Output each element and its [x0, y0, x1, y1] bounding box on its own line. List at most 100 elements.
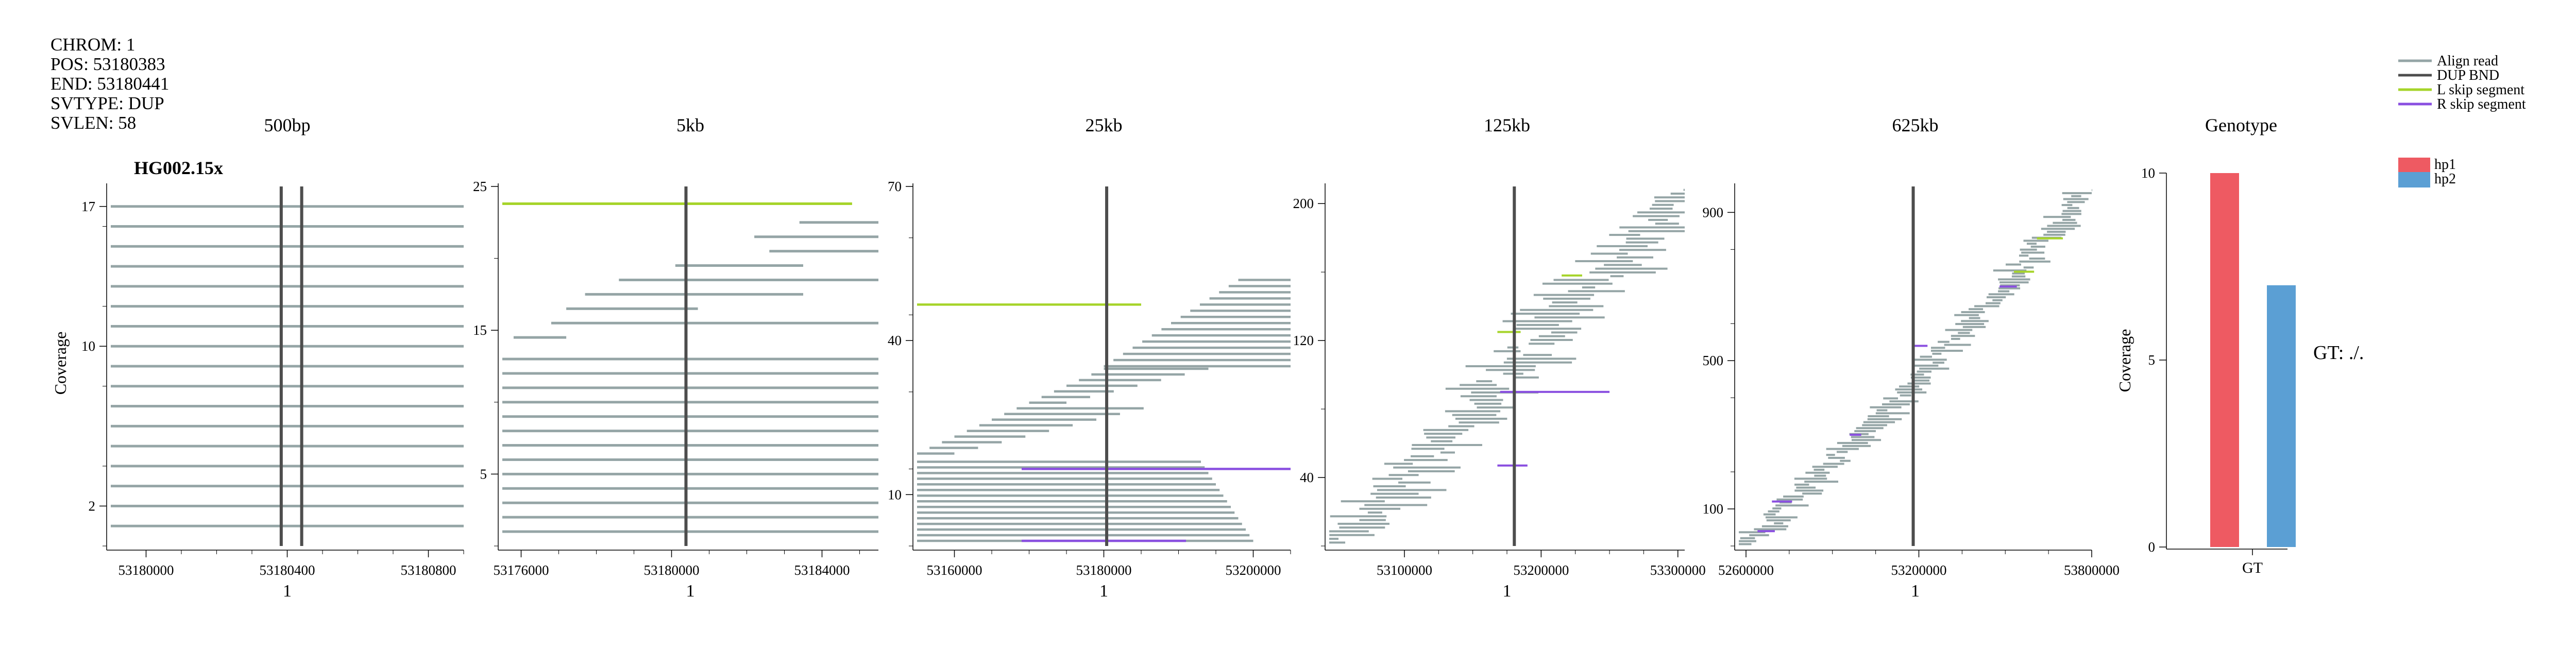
- panel-625kb: 625kb 100 500 900 52600000 53200000 53800000 1: [1703, 115, 2120, 601]
- l-skip-segment: [917, 303, 1141, 306]
- align-read: [1228, 285, 1291, 287]
- align-read: [1802, 492, 1822, 495]
- r-skip-segment: [1497, 464, 1528, 467]
- align-read: [1772, 507, 1782, 510]
- r-skip-segment: [1500, 390, 1610, 393]
- align-read: [1364, 504, 1428, 506]
- align-read: [2047, 225, 2081, 227]
- align-read: [1826, 448, 1859, 450]
- align-read: [2026, 243, 2037, 245]
- x-axis-label: 1: [686, 582, 695, 601]
- align-read: [111, 225, 464, 228]
- align-read: [1637, 211, 1685, 214]
- align-read: [1823, 463, 1844, 465]
- align-read: [799, 221, 878, 224]
- align-read: [1805, 471, 1830, 474]
- align-read: [1655, 223, 1679, 225]
- align-read: [2019, 254, 2029, 257]
- align-read: [2021, 251, 2045, 254]
- align-read: [917, 505, 1231, 508]
- align-read: [2071, 195, 2081, 197]
- align-read: [502, 401, 878, 404]
- align-read: [1459, 421, 1499, 424]
- align-read: [111, 285, 464, 288]
- align-read: [1589, 271, 1656, 274]
- align-read: [1776, 498, 1803, 501]
- x-tick-label: 53200000: [1513, 562, 1569, 578]
- reads: [917, 279, 1291, 542]
- align-read: [2067, 201, 2085, 203]
- align-read: [1917, 370, 1932, 373]
- align-read: [1933, 362, 1944, 364]
- align-read: [1856, 427, 1884, 430]
- align-read: [1469, 399, 1503, 401]
- x-tick-label: GT: [2242, 559, 2263, 576]
- align-read: [1209, 297, 1291, 300]
- align-read: [1529, 343, 1555, 345]
- align-read: [1774, 522, 1784, 524]
- x-tick-label: 53180000: [1076, 562, 1132, 578]
- align-read: [1549, 305, 1604, 308]
- y-axis-label: Coverage: [51, 332, 70, 395]
- y-tick-label: 5: [480, 466, 487, 482]
- align-read: [619, 278, 878, 281]
- align-read: [111, 345, 464, 348]
- align-read: [1339, 526, 1385, 529]
- align-read: [1969, 308, 1984, 311]
- align-read: [979, 424, 1073, 426]
- align-read: [1951, 335, 1975, 337]
- align-read: [1626, 237, 1665, 240]
- align-read: [2061, 213, 2081, 215]
- align-read: [1804, 481, 1839, 483]
- align-read: [111, 385, 464, 388]
- align-read: [1768, 510, 1780, 513]
- hp2-bar: [2267, 285, 2296, 547]
- align-read: [1151, 334, 1291, 337]
- x-tick-label: 53180000: [644, 562, 700, 578]
- align-read: [1552, 301, 1578, 304]
- align-read: [551, 321, 878, 324]
- align-read: [1199, 303, 1291, 306]
- align-read: [1870, 406, 1902, 408]
- align-read: [1938, 340, 1950, 343]
- l-skip-segment: [502, 202, 852, 206]
- align-read: [992, 418, 1096, 421]
- y-tick-label: 40: [888, 333, 902, 348]
- x-tick-label: 53100000: [1377, 562, 1432, 578]
- align-read: [1004, 413, 1120, 415]
- align-read: [2053, 221, 2077, 224]
- l-skip-segment: [2014, 270, 2035, 273]
- info-svtype: SVTYPE: DUP: [50, 93, 164, 113]
- align-read: [2062, 218, 2076, 221]
- align-read: [1041, 396, 1090, 399]
- reads: [502, 202, 878, 533]
- align-read: [917, 483, 1216, 486]
- align-read: [1542, 282, 1613, 285]
- align-read: [1029, 401, 1066, 404]
- align-read: [1962, 326, 1986, 328]
- align-read: [1180, 316, 1291, 318]
- align-read: [1329, 534, 1375, 536]
- align-read: [1914, 358, 1947, 361]
- align-read: [917, 452, 955, 455]
- align-read: [1460, 395, 1497, 398]
- align-read: [1867, 418, 1902, 420]
- align-read: [1534, 316, 1605, 319]
- align-read: [1376, 496, 1431, 499]
- align-read: [111, 405, 464, 408]
- align-read: [2011, 275, 2026, 278]
- align-read: [1794, 477, 1827, 480]
- align-read: [917, 494, 1224, 497]
- align-read: [2019, 260, 2050, 263]
- align-read: [1998, 287, 2021, 289]
- align-read: [1863, 421, 1895, 423]
- align-read: [917, 460, 1201, 463]
- align-read: [1329, 538, 1339, 540]
- align-read: [2047, 231, 2066, 233]
- align-read: [111, 504, 464, 507]
- align-read: [1794, 483, 1809, 486]
- x-tick-label: 53180800: [401, 562, 456, 578]
- align-read: [1367, 511, 1382, 514]
- y-tick-label: 200: [1293, 196, 1314, 211]
- align-read: [1514, 376, 1539, 379]
